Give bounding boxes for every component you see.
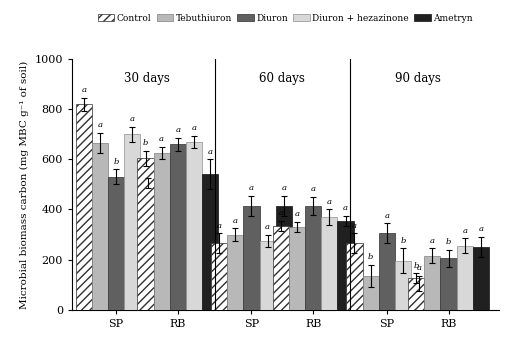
- Text: b: b: [114, 158, 119, 166]
- Text: a: a: [479, 225, 484, 233]
- Text: a: a: [430, 237, 435, 245]
- Text: a: a: [159, 135, 164, 143]
- Bar: [108, 177, 124, 310]
- Text: b: b: [143, 139, 148, 147]
- Bar: [440, 258, 456, 310]
- Text: a: a: [352, 222, 357, 230]
- Bar: [424, 256, 440, 310]
- Text: 90 days: 90 days: [395, 72, 440, 85]
- Bar: [137, 158, 154, 310]
- Text: a: a: [343, 204, 348, 212]
- Bar: [346, 243, 362, 310]
- Bar: [273, 226, 289, 310]
- Text: a: a: [146, 166, 151, 174]
- Text: a: a: [192, 124, 196, 132]
- Text: a: a: [327, 198, 332, 206]
- Text: b: b: [413, 262, 419, 270]
- Bar: [124, 134, 140, 310]
- Bar: [140, 183, 157, 310]
- Text: a: a: [98, 121, 102, 129]
- Text: a: a: [130, 115, 135, 123]
- Bar: [473, 247, 489, 310]
- Text: a: a: [281, 184, 286, 192]
- Text: a: a: [279, 209, 283, 217]
- Text: a: a: [417, 264, 421, 272]
- Bar: [411, 283, 427, 310]
- Text: b: b: [446, 238, 451, 246]
- Text: 30 days: 30 days: [124, 72, 170, 85]
- Text: a: a: [311, 185, 316, 193]
- Text: a: a: [462, 227, 467, 235]
- Text: b: b: [368, 253, 373, 261]
- Y-axis label: Microbial biomass carbon (mg MBC g⁻¹ of soil): Microbial biomass carbon (mg MBC g⁻¹ of …: [20, 60, 29, 309]
- Bar: [276, 206, 292, 310]
- Text: a: a: [295, 210, 300, 218]
- Bar: [379, 233, 395, 310]
- Bar: [227, 235, 243, 310]
- Bar: [260, 241, 276, 310]
- Text: a: a: [384, 212, 389, 220]
- Text: a: a: [208, 148, 213, 156]
- Text: a: a: [175, 126, 180, 134]
- Text: a: a: [81, 86, 86, 94]
- Bar: [362, 276, 379, 310]
- Bar: [186, 142, 202, 310]
- Text: a: a: [216, 222, 222, 230]
- Bar: [456, 246, 473, 310]
- Text: a: a: [233, 216, 238, 224]
- Bar: [154, 153, 170, 310]
- Bar: [408, 278, 424, 310]
- Legend: Control, Tebuthiuron, Diuron, Diuron + hezazinone, Ametryn: Control, Tebuthiuron, Diuron, Diuron + h…: [98, 14, 473, 23]
- Bar: [305, 206, 321, 310]
- Text: 60 days: 60 days: [260, 72, 305, 85]
- Bar: [395, 261, 411, 310]
- Bar: [243, 206, 260, 310]
- Text: b: b: [400, 237, 406, 245]
- Bar: [321, 217, 338, 310]
- Bar: [338, 221, 354, 310]
- Text: a: a: [265, 223, 270, 231]
- Bar: [211, 243, 227, 310]
- Text: a: a: [249, 184, 254, 192]
- Bar: [92, 143, 108, 310]
- Bar: [202, 174, 218, 310]
- Bar: [170, 144, 186, 310]
- Bar: [76, 104, 92, 310]
- Bar: [289, 227, 305, 310]
